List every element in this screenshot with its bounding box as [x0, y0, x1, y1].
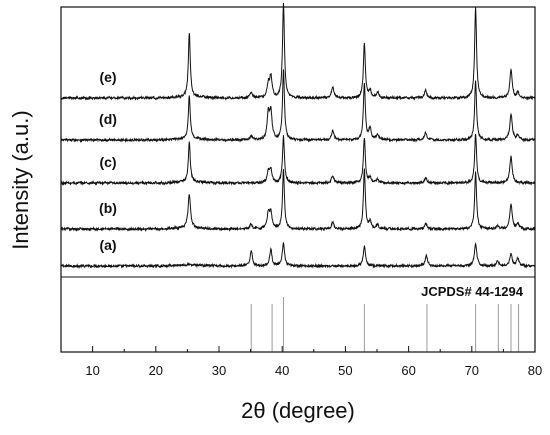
x-tick-label-30: 30 — [212, 363, 226, 378]
xrd-series-2 — [60, 168, 536, 232]
xrd-series-4 — [60, 69, 536, 144]
xrd-series-5 — [60, 2, 536, 101]
x-tick-label-50: 50 — [338, 363, 352, 378]
x-axis-title: 2θ (degree) — [241, 398, 355, 423]
series-label-1: (a) — [99, 237, 116, 253]
x-tick-label-10: 10 — [85, 363, 99, 378]
reference-lines — [250, 297, 520, 352]
xrd-series-1 — [60, 241, 536, 270]
series-label-3: (c) — [99, 154, 116, 170]
x-axis-ticks: 10 20 30 40 50 60 70 80 — [60, 346, 542, 378]
x-tick-label-80: 80 — [528, 363, 542, 378]
xrd-series-3 — [60, 133, 536, 186]
x-tick-label-60: 60 — [401, 363, 415, 378]
x-tick-label-40: 40 — [275, 363, 289, 378]
series-labels: (a) (b) (c) (d) (e) — [99, 69, 117, 253]
x-tick-label-70: 70 — [465, 363, 479, 378]
series-layer — [60, 2, 536, 270]
x-tick-label-20: 20 — [149, 363, 163, 378]
y-axis-title: Intensity (a.u.) — [8, 110, 33, 249]
series-label-5: (e) — [99, 69, 116, 85]
plot-frame — [60, 6, 536, 353]
reference-label: JCPDS# 44-1294 — [421, 284, 524, 299]
series-label-2: (b) — [99, 200, 117, 216]
series-label-4: (d) — [99, 111, 117, 127]
